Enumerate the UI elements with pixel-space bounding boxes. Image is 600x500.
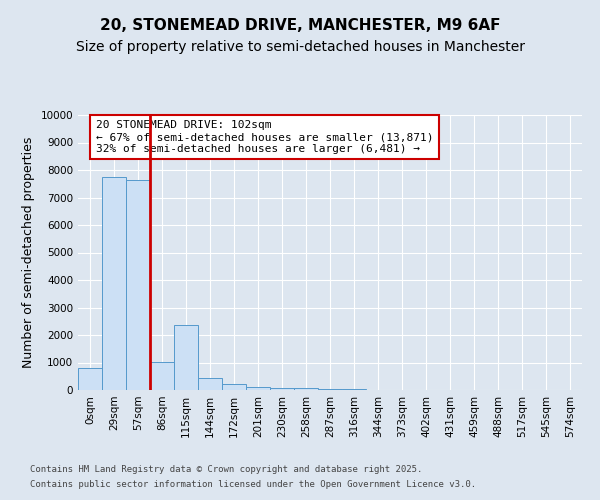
Bar	[270, 388, 294, 390]
Bar	[78, 368, 102, 390]
Bar	[198, 378, 222, 390]
Text: 20, STONEMEAD DRIVE, MANCHESTER, M9 6AF: 20, STONEMEAD DRIVE, MANCHESTER, M9 6AF	[100, 18, 500, 32]
Text: 20 STONEMEAD DRIVE: 102sqm
← 67% of semi-detached houses are smaller (13,871)
32: 20 STONEMEAD DRIVE: 102sqm ← 67% of semi…	[96, 120, 433, 154]
Bar	[318, 388, 342, 390]
Bar	[126, 180, 150, 390]
Text: Contains HM Land Registry data © Crown copyright and database right 2025.: Contains HM Land Registry data © Crown c…	[30, 465, 422, 474]
Bar	[222, 384, 246, 390]
Bar	[102, 177, 126, 390]
Bar	[246, 387, 270, 390]
Text: Size of property relative to semi-detached houses in Manchester: Size of property relative to semi-detach…	[76, 40, 524, 54]
Text: Contains public sector information licensed under the Open Government Licence v3: Contains public sector information licen…	[30, 480, 476, 489]
Bar	[174, 326, 198, 390]
Bar	[150, 362, 174, 390]
Y-axis label: Number of semi-detached properties: Number of semi-detached properties	[22, 137, 35, 368]
Bar	[294, 388, 318, 390]
